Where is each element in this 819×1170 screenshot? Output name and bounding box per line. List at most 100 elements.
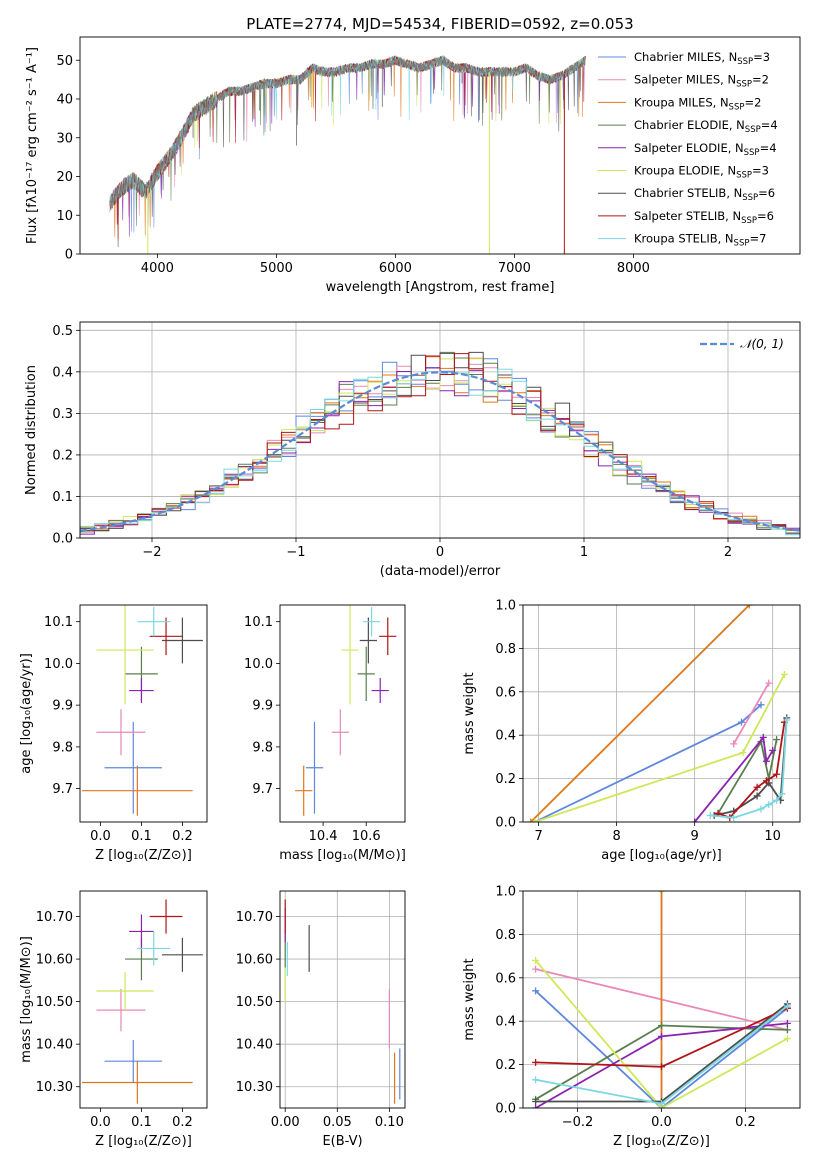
x-tick-label: 0.1 [131, 1115, 152, 1130]
axes-frame [279, 890, 406, 1109]
x-tick-label: 0.1 [131, 829, 152, 844]
errorbar-kroupa-miles [82, 765, 193, 816]
y-tick-label: 10.60 [236, 953, 273, 968]
weight-marker-salpeter-stelib [753, 783, 761, 791]
x-tick-label: 0.2 [172, 829, 193, 844]
weight-line-kroupa-stelib [710, 719, 788, 819]
y-tick-label: 1.0 [495, 599, 516, 614]
y-tick-label: 9.9 [52, 699, 73, 714]
y-tick-label: 10.50 [236, 995, 273, 1010]
y-tick-label: 0.2 [52, 448, 73, 463]
x-tick-label: −2 [142, 545, 161, 560]
normal-curve [80, 371, 800, 532]
y-axis-label: Flux [fλ10⁻¹⁷ erg cm⁻² s⁻¹ A⁻¹] [25, 47, 40, 244]
errorbar-kroupa-stelib [137, 607, 171, 637]
axes-frame [522, 604, 801, 823]
weight-marker-salpeter-stelib [658, 1063, 665, 1071]
x-tick-label: 7 [534, 829, 542, 844]
axes-frame [279, 604, 406, 823]
y-tick-label: 50 [56, 54, 73, 69]
errorbar-chabrier-elodie [357, 646, 375, 701]
plot-area [295, 605, 397, 816]
plot-area [527, 605, 791, 822]
x-axis-label: Z [log₁₀(Z/Z⊙)] [95, 1134, 192, 1149]
weight-marker-chabrier-elodie [773, 736, 781, 744]
y-tick-label: 9.8 [252, 740, 273, 755]
x-tick-label: 1 [580, 545, 588, 560]
errorbar-salpeter-elodie [129, 678, 154, 704]
y-axis-label: mass weight [462, 958, 477, 1040]
y-tick-label: 10.40 [236, 1038, 273, 1053]
weight-marker-salpeter-elodie [769, 746, 777, 754]
y-tick-label: 10.0 [244, 657, 273, 672]
errorbar-kroupa-elodie [96, 971, 154, 1011]
weight-line-chabrier-stelib [714, 717, 788, 817]
weight-marker-kroupa-miles [658, 891, 665, 895]
panel-mass_vs_Z: 0.0 0.1 0.2 10.30 10.40 10.50 10.60 10.70 Z [log… [19, 890, 208, 1149]
errorbar-salpeter-stelib [379, 617, 397, 656]
y-tick-label: 9.9 [252, 699, 273, 714]
weight-marker-kroupa-elodie [783, 1035, 791, 1043]
plot-area [532, 891, 791, 1108]
y-tick-label: 10.50 [36, 995, 73, 1010]
x-axis-label: mass [log₁₀(M/M⊙)] [279, 848, 406, 863]
x-tick-label: 9 [691, 829, 699, 844]
x-axis-label: Z [log₁₀(Z/Z⊙)] [613, 1134, 710, 1149]
x-tick-label: 0.00 [271, 1115, 300, 1130]
y-axis-label: mass weight [462, 672, 477, 754]
weight-marker-salpeter-elodie [783, 1019, 791, 1027]
y-tick-label: 0.2 [495, 1058, 516, 1073]
y-tick-label: 10.1 [244, 615, 273, 630]
y-tick-label: 10.60 [36, 953, 73, 968]
y-tick-label: 0.4 [495, 729, 516, 744]
legend-label-chabrier-elodie: Chabrier ELODIE, NSSP=4 [634, 118, 778, 135]
y-axis-label: age [log₁₀(age/yr)] [19, 653, 34, 774]
errorbar-chabrier-miles [104, 1039, 162, 1083]
spectrum-line-kroupa-stelib [109, 55, 586, 211]
y-tick-label: 0.8 [495, 928, 516, 943]
x-tick-label: 8 [612, 829, 620, 844]
errorbar-kroupa-stelib [362, 607, 381, 637]
weight-marker-kroupa-stelib [730, 814, 738, 822]
x-tick-label: −0.2 [562, 1115, 594, 1130]
spectrum-line-observed [109, 55, 586, 209]
x-tick-label: 10.4 [309, 829, 338, 844]
y-tick-label: 1.0 [495, 885, 516, 900]
x-tick-label: 4000 [141, 261, 174, 276]
weight-line-kroupa-elodie [534, 959, 788, 1108]
axes-frame [79, 890, 208, 1109]
errorbar-salpeter-elodie [129, 914, 154, 949]
weight-marker-salpeter-miles [765, 679, 773, 687]
plot-area [82, 899, 203, 1104]
weight-marker-kroupa-stelib [778, 790, 786, 798]
x-tick-label: 8000 [617, 261, 650, 276]
weight-marker-chabrier-miles [757, 701, 765, 709]
weight-line-chabrier-miles [534, 704, 762, 822]
weight-line-salpeter-elodie [694, 735, 774, 822]
plot-area [80, 351, 800, 536]
x-tick-label: 10 [764, 829, 781, 844]
x-tick-label: 2 [724, 545, 732, 560]
legend-label-chabrier-miles: Chabrier MILES, NSSP=3 [634, 50, 770, 67]
y-tick-label: 10.30 [236, 1080, 273, 1095]
y-tick-label: 0.1 [52, 490, 73, 505]
legend-label-salpeter-elodie: Salpeter ELODIE, NSSP=4 [634, 141, 777, 158]
weight-line-salpeter-miles [732, 682, 770, 745]
errorbar-chabrier-stelib [359, 617, 377, 664]
y-tick-label: 0.2 [495, 772, 516, 787]
errorbar-kroupa-elodie [341, 605, 359, 705]
y-tick-label: 0.8 [495, 642, 516, 657]
y-tick-label: 10.1 [44, 615, 73, 630]
weight-marker-chabrier-elodie [658, 1022, 665, 1030]
y-tick-label: 20 [56, 170, 73, 185]
legend-label-salpeter-miles: Salpeter MILES, NSSP=2 [634, 73, 769, 90]
weight-marker-kroupa-elodie [739, 749, 747, 757]
weight-marker-salpeter-stelib [773, 770, 781, 778]
weight-marker-kroupa-stelib [765, 801, 773, 809]
x-tick-label: 10.6 [352, 829, 381, 844]
legend: Chabrier MILES, NSSP=3 Salpeter MILES, NS… [598, 50, 778, 249]
weight-marker-chabrier-stelib [753, 792, 761, 800]
panel-age_vs_mass: 10.4 10.6 9.7 9.8 9.9 10.0 10.1 mass [log₁₀(M/M… [244, 604, 406, 863]
x-tick-label: 0.0 [90, 829, 111, 844]
weight-marker-chabrier-stelib [532, 1097, 540, 1105]
